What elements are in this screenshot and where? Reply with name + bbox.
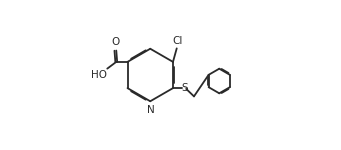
Text: Cl: Cl [172,36,182,46]
Text: S: S [181,83,188,93]
Text: HO: HO [90,70,106,80]
Text: O: O [111,37,119,47]
Text: N: N [147,105,155,115]
